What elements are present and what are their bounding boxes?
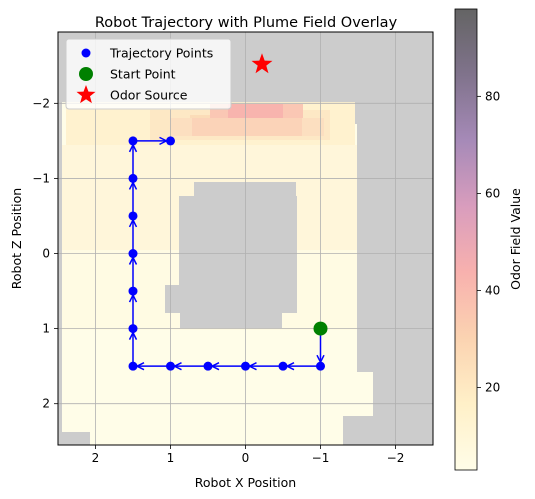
trajectory-arrowhead [286, 361, 295, 371]
odor-field-hotspot [170, 118, 192, 136]
y-tick-label: 0 [42, 247, 50, 261]
y-tick-label: 1 [42, 322, 50, 336]
trajectory-arrowhead [174, 361, 182, 371]
trajectory-point [128, 361, 138, 371]
colorbar: 20 40 60 80 Odor Field Value [454, 8, 523, 471]
trajectory-point [128, 211, 138, 221]
chart-title: Robot Trajectory with Plume Field Overla… [95, 15, 398, 31]
colorbar-gradient [454, 8, 478, 471]
x-tick-label: 0 [242, 451, 250, 465]
legend-box [65, 38, 232, 110]
plot-area: 2 1 0 −1 −2 −2 −1 0 1 2 [32, 31, 434, 465]
trajectory-point [278, 361, 288, 371]
colorbar-tick-label: 80 [485, 89, 500, 103]
y-tick-label: 2 [42, 397, 50, 411]
trajectory-arrowhead [128, 144, 138, 153]
x-tick-label: 1 [167, 451, 175, 465]
odor-field-hotspot [302, 118, 324, 136]
trajectory-arrowhead [128, 219, 138, 228]
trajectory-point [166, 361, 175, 371]
legend-marker-circle [81, 48, 91, 58]
legend-marker-circle [79, 67, 93, 81]
colorbar-label: Odor Field Value [508, 188, 523, 290]
colorbar-tick-label: 20 [485, 381, 500, 395]
trajectory-point [128, 324, 138, 334]
trajectory-point [128, 249, 138, 259]
trajectory-arrowhead [128, 257, 138, 265]
start-point [313, 321, 328, 336]
trajectory-point [128, 286, 138, 296]
y-tick-label: −2 [32, 96, 50, 110]
y-axis-label: Robot Z Position [9, 188, 24, 289]
colorbar-ticks: 20 40 60 80 [477, 89, 500, 395]
trajectory-point [166, 136, 175, 146]
y-tick-label: −1 [32, 171, 50, 185]
trajectory-point [128, 173, 138, 183]
x-tick-label: 2 [92, 451, 100, 465]
odor-field-hotspot [192, 118, 302, 136]
trajectory-point [128, 136, 138, 146]
trajectory-point [316, 361, 325, 371]
colorbar-tick-label: 40 [485, 283, 500, 297]
trajectory-arrowhead [128, 332, 138, 340]
trajectory-arrowhead [211, 361, 220, 371]
odor-field-hotspot [283, 104, 303, 118]
colorbar-tick-label: 60 [485, 186, 500, 200]
odor-field-hotspot [228, 104, 283, 118]
y-axis-ticks: −2 −1 0 1 2 [32, 96, 58, 411]
x-tick-label: −2 [387, 451, 405, 465]
central-obstacle [165, 182, 297, 328]
trajectory-path [128, 53, 328, 371]
legend-label: Start Point [110, 67, 176, 82]
x-axis-ticks: 2 1 0 −1 −2 [92, 445, 405, 465]
legend-marker-star [76, 85, 96, 104]
legend-label: Trajectory Points [109, 46, 213, 61]
trajectory-arrowhead [249, 361, 257, 371]
trajectory-point [241, 361, 250, 371]
x-axis-label: Robot X Position [195, 475, 296, 490]
odor-source-star [251, 53, 273, 74]
legend-label: Odor Source [110, 88, 188, 103]
trajectory-point [203, 361, 213, 371]
trajectory-arrowhead [316, 354, 325, 363]
trajectory-arrowhead [128, 294, 138, 303]
trajectory-arrowhead [159, 136, 167, 146]
trajectory-arrowhead [128, 182, 138, 190]
legend: Trajectory Points Start Point Odor Source [65, 38, 232, 110]
x-tick-label: −1 [312, 451, 330, 465]
trajectory-arrowhead [136, 361, 145, 371]
